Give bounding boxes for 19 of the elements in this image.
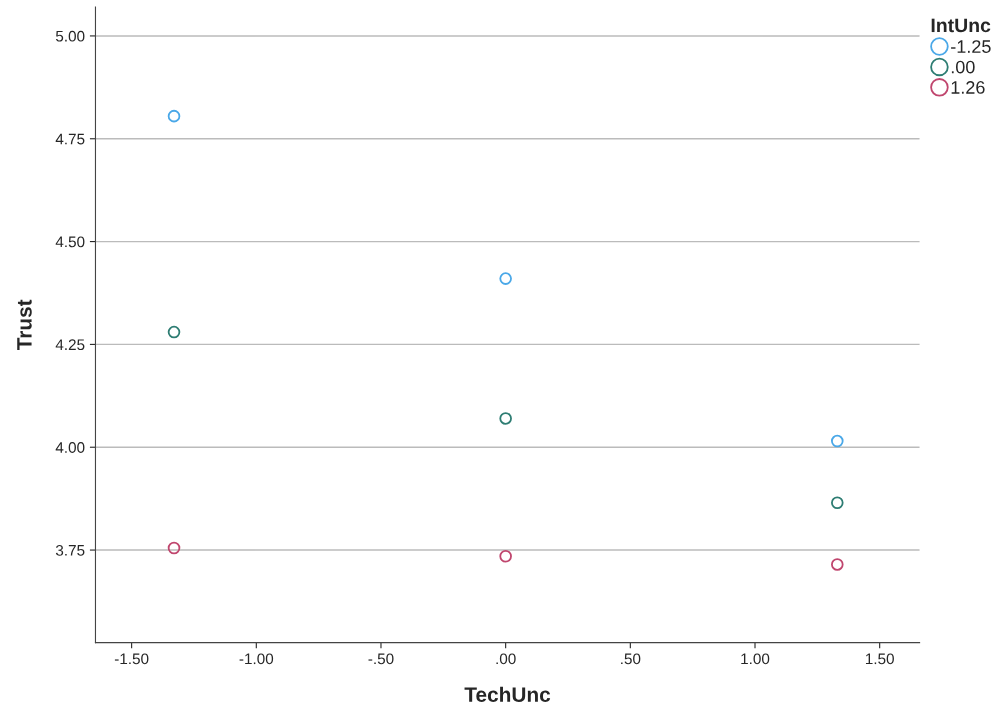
x-tick-label: -.50: [368, 653, 394, 665]
y-tick-label: 4.50: [55, 236, 85, 248]
x-tick-label: 1.50: [865, 653, 894, 665]
y-tick-label: 5.00: [55, 30, 85, 42]
x-tick-label: -1.00: [239, 653, 274, 665]
y-tick-label: 3.75: [55, 544, 85, 556]
x-axis-title: TechUnc: [464, 686, 551, 703]
x-tick-label: .50: [621, 653, 641, 665]
x-tick-label: 1.00: [741, 653, 770, 665]
legend-label: .00: [951, 60, 975, 74]
legend-label: -1.25: [951, 40, 991, 53]
y-tick-label: 4.00: [55, 442, 85, 453]
y-axis-title: Trust: [17, 299, 32, 351]
y-tick-label: 4.25: [55, 339, 85, 351]
legend-label: 1.26: [951, 81, 985, 94]
legend-title: IntUnc: [931, 18, 991, 33]
x-tick-label: .00: [496, 653, 516, 665]
y-tick-label: 4.75: [55, 133, 85, 145]
x-tick-label: -1.50: [114, 653, 149, 665]
